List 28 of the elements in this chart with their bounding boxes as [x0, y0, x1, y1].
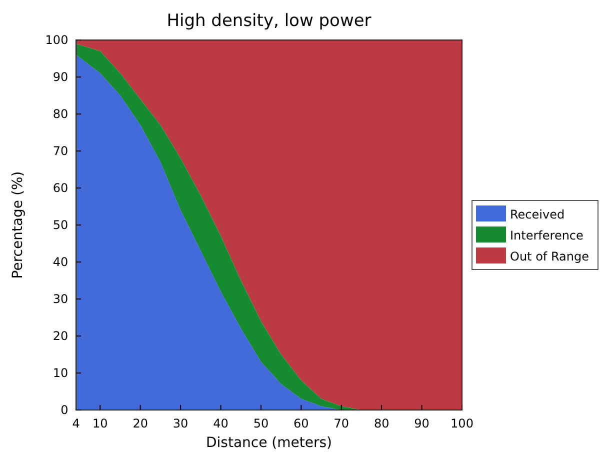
y-tick-label: 10: [52, 366, 68, 380]
x-tick-label: 90: [414, 416, 430, 430]
x-tick-label: 80: [374, 416, 390, 430]
chart-title: High density, low power: [166, 11, 372, 31]
y-tick-label: 60: [52, 180, 68, 195]
y-tick-label: 30: [52, 292, 68, 306]
x-tick-label: 70: [334, 416, 350, 430]
y-axis-title: Percentage (%): [10, 171, 26, 279]
x-tick-label: 4: [72, 416, 80, 430]
x-tick-label: 20: [132, 416, 148, 430]
y-tick-label: 40: [52, 254, 68, 269]
legend-label: Interference: [510, 228, 584, 242]
y-tick-label: 100: [45, 32, 68, 47]
x-tick-label: 40: [213, 416, 228, 430]
x-tick-label: 30: [172, 416, 188, 430]
y-tick-label: 0: [60, 402, 68, 417]
x-tick-label: 60: [294, 416, 309, 430]
legend-label: Received: [510, 208, 565, 222]
x-tick-label: 50: [253, 416, 269, 430]
x-tick-label: 10: [92, 416, 108, 430]
legend-label: Out of Range: [510, 250, 589, 264]
y-tick-label: 90: [52, 70, 68, 84]
y-tick-label: 80: [52, 106, 68, 121]
y-tick-label: 20: [52, 328, 68, 343]
x-tick-label: 100: [450, 416, 474, 430]
y-tick-label: 50: [52, 218, 68, 232]
y-tick-label: 70: [52, 144, 68, 158]
x-axis-title: Distance (meters): [206, 435, 332, 451]
